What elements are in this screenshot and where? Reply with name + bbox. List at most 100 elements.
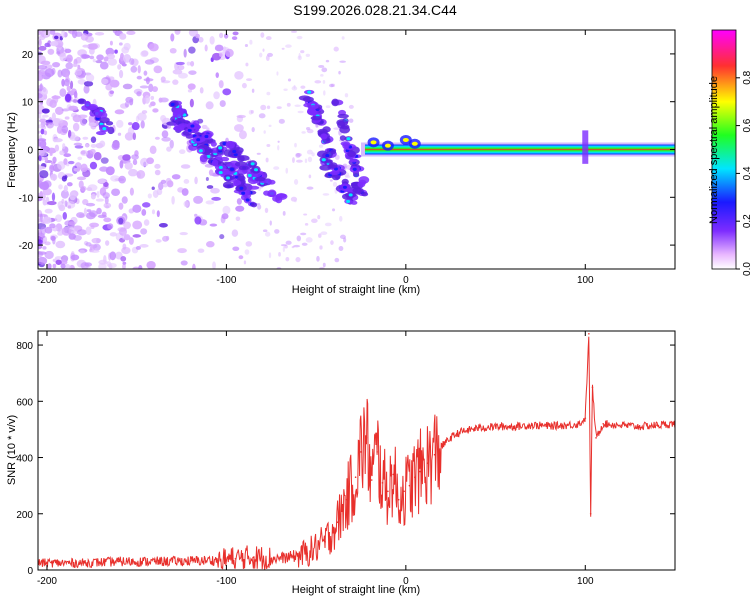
top-y-tick-label: 0: [27, 146, 33, 157]
noise-blob: [135, 115, 140, 123]
snr-point: [370, 479, 373, 481]
snr-point: [392, 473, 395, 476]
noise-blob: [178, 72, 188, 79]
noise-blob: [296, 35, 303, 40]
noise-blob: [64, 264, 71, 269]
noise-blob: [61, 226, 72, 236]
noise-blob: [293, 84, 296, 89]
noise-blob: [123, 54, 132, 63]
noise-blob: [285, 240, 292, 245]
snr-point: [458, 431, 461, 434]
noise-blob: [195, 33, 200, 39]
noise-blob: [67, 205, 72, 209]
noise-blob: [72, 63, 78, 68]
noise-blob: [219, 100, 226, 107]
noise-blob: [128, 122, 133, 126]
streak-blob: [341, 178, 349, 185]
top-x-axis: -200 -100 0 100: [37, 30, 594, 286]
streak-blob: [94, 110, 102, 119]
noise-blob: [150, 95, 155, 100]
snr-point: [579, 422, 581, 425]
noise-blob: [156, 188, 163, 196]
noise-blob: [93, 151, 102, 161]
snr-point: [153, 560, 156, 563]
noise-blob: [47, 263, 52, 269]
noise-blob: [333, 127, 341, 130]
noise-blob: [266, 91, 271, 96]
noise-blob: [333, 46, 339, 52]
noise-blob: [306, 149, 313, 155]
noise-blob: [139, 244, 149, 248]
noise-blob: [260, 104, 267, 111]
snr-line: [38, 336, 675, 570]
noise-blob: [142, 202, 151, 208]
noise-blob: [132, 159, 138, 166]
noise-blob: [221, 213, 229, 220]
streak-core: [170, 102, 175, 107]
noise-blob: [285, 256, 290, 262]
noise-blob: [232, 246, 240, 251]
noise-blob: [51, 192, 56, 202]
noise-blob: [295, 152, 301, 158]
noise-blob: [89, 249, 100, 253]
noise-blob: [49, 223, 56, 229]
noise-blob: [86, 209, 92, 213]
snr-point: [638, 425, 640, 428]
noise-blob: [311, 152, 315, 157]
noise-blob: [151, 209, 156, 215]
top-x-tick-label: -200: [37, 275, 57, 286]
noise-blob: [59, 53, 67, 62]
noise-blob: [90, 136, 97, 143]
noise-blob: [177, 248, 187, 254]
snr-point: [476, 427, 479, 429]
noise-blob: [300, 50, 305, 54]
noise-blob: [91, 237, 102, 244]
noise-blob: [290, 30, 298, 33]
noise-blob: [282, 210, 286, 216]
noise-blob: [92, 58, 96, 63]
noise-blob: [268, 124, 272, 128]
noise-blob: [169, 139, 174, 149]
noise-blob: [61, 175, 67, 182]
noise-blob: [210, 187, 220, 194]
noise-blob: [57, 231, 64, 236]
noise-blob: [44, 250, 54, 260]
noise-blob: [80, 33, 89, 41]
snr-point: [440, 445, 443, 448]
noise-blob: [117, 132, 122, 136]
noise-blob: [107, 262, 117, 269]
noise-blob: [318, 233, 322, 238]
streak-core: [250, 162, 255, 166]
noise-blob: [222, 88, 232, 96]
noise-blob: [41, 114, 49, 118]
noise-blob: [39, 170, 49, 179]
streak-blob: [328, 162, 338, 169]
noise-blob: [71, 30, 78, 39]
noise-blob: [174, 30, 181, 35]
noise-blob: [235, 205, 245, 212]
noise-blob: [318, 64, 325, 68]
noise-blob: [136, 169, 146, 179]
noise-blob: [322, 262, 326, 268]
noise-blob: [41, 108, 50, 114]
bottom-x-tick-label: -200: [37, 576, 57, 587]
streak-core: [218, 170, 223, 175]
noise-blob: [192, 263, 196, 269]
streak-blob: [302, 96, 314, 103]
noise-blob: [56, 125, 63, 134]
noise-blob: [306, 128, 314, 134]
top-x-axis-label: Height of straight line (km): [292, 284, 420, 296]
bottom-plot-frame: [37, 330, 676, 571]
noise-blob: [161, 136, 171, 142]
noise-blob: [74, 69, 83, 76]
noise-blob: [63, 158, 68, 166]
streak-core: [253, 168, 258, 172]
noise-blob: [62, 211, 67, 220]
noise-blob: [329, 179, 333, 182]
noise-blob: [244, 43, 249, 48]
noise-blob: [285, 44, 292, 48]
snr-point: [117, 560, 120, 563]
noise-blob: [243, 260, 247, 265]
noise-blob: [38, 30, 42, 35]
snr-point: [397, 498, 400, 501]
